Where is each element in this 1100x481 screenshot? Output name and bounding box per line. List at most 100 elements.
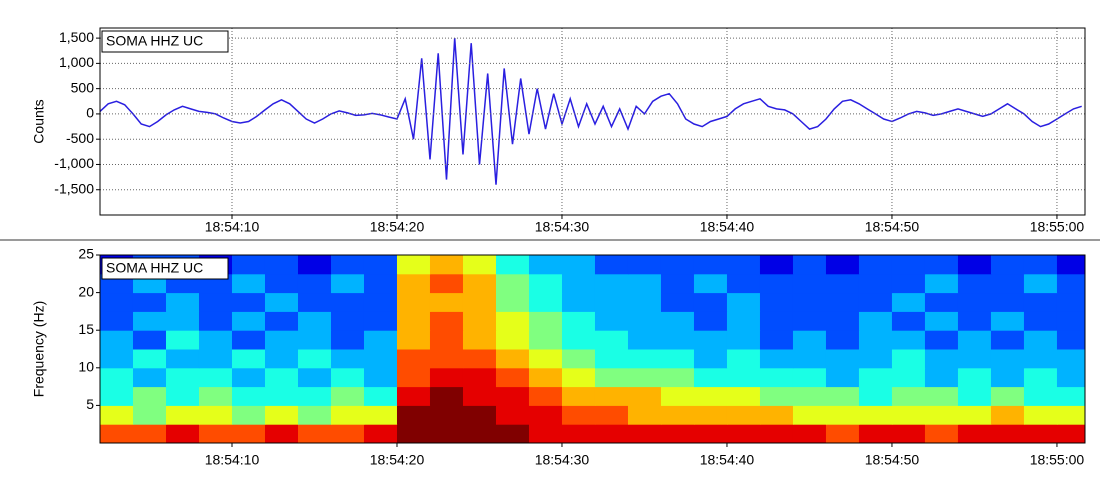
spectrogram-cell bbox=[462, 292, 497, 312]
spectrogram-cell bbox=[429, 311, 464, 331]
spectrogram-cell bbox=[561, 349, 596, 369]
spectrogram-cell bbox=[396, 255, 431, 275]
spectrogram-cell bbox=[528, 424, 563, 443]
y-tick-label: 0 bbox=[86, 105, 94, 121]
spectrogram-cell bbox=[396, 349, 431, 369]
spectrogram-cell bbox=[825, 273, 860, 294]
spectrogram-cell bbox=[1056, 330, 1085, 350]
spectrogram-cell bbox=[132, 330, 167, 350]
spectrogram-cell bbox=[198, 386, 233, 406]
spectrogram-cell bbox=[693, 367, 728, 388]
x-tick-label: 18:54:30 bbox=[535, 452, 590, 468]
spectrogram-cell bbox=[924, 330, 959, 350]
spectrogram-cell bbox=[1023, 311, 1058, 331]
spectrogram-cell bbox=[165, 311, 200, 331]
spectrogram-cell bbox=[330, 273, 365, 294]
spectrogram-cell bbox=[100, 405, 134, 425]
spectrogram-cell bbox=[1023, 386, 1058, 406]
spectrogram-cell bbox=[825, 349, 860, 369]
spectrogram-cell bbox=[1056, 292, 1085, 312]
spectrogram-cell bbox=[726, 367, 761, 388]
spectrogram-cell bbox=[495, 255, 530, 275]
spectrogram-cell bbox=[792, 349, 827, 369]
spectrogram-cell bbox=[792, 311, 827, 331]
spectrogram-cell bbox=[330, 292, 365, 312]
spectrogram-cell bbox=[660, 349, 695, 369]
spectrogram-cell bbox=[495, 273, 530, 294]
spectrogram-cell bbox=[462, 405, 497, 425]
spectrogram-cell bbox=[957, 367, 992, 388]
spectrogram-cell bbox=[990, 405, 1025, 425]
spectrogram-cell bbox=[1023, 349, 1058, 369]
spectrogram-cell bbox=[561, 311, 596, 331]
spectrogram-cell bbox=[100, 386, 134, 406]
spectrogram-cell bbox=[858, 273, 893, 294]
spectrogram-cell bbox=[858, 367, 893, 388]
spectrogram-cell bbox=[198, 349, 233, 369]
spectrogram-cell bbox=[429, 330, 464, 350]
spectrogram-cell bbox=[594, 405, 629, 425]
spectrogram-cell bbox=[528, 292, 563, 312]
spectrogram-cell bbox=[858, 424, 893, 443]
spectrogram-cell bbox=[594, 367, 629, 388]
spectrogram-cell bbox=[495, 311, 530, 331]
spectrogram-cell bbox=[726, 255, 761, 275]
spectrogram-cell bbox=[627, 405, 662, 425]
spectrogram-cell bbox=[231, 405, 266, 425]
spectrogram-cell bbox=[231, 255, 266, 275]
spectrogram-cell bbox=[132, 405, 167, 425]
spectrogram-cell bbox=[759, 311, 794, 331]
spectrogram-cell bbox=[957, 386, 992, 406]
spectrogram-cell bbox=[231, 292, 266, 312]
spectrogram-cell bbox=[363, 386, 398, 406]
spectrogram-cell bbox=[957, 311, 992, 331]
spectrogram-cell bbox=[330, 405, 365, 425]
spectrogram-cell bbox=[990, 330, 1025, 350]
spectrogram-cell bbox=[495, 386, 530, 406]
x-tick-label: 18:54:10 bbox=[205, 452, 260, 468]
spectrogram-cell bbox=[924, 292, 959, 312]
spectrogram-cell bbox=[891, 255, 926, 275]
spectrogram-cell bbox=[132, 349, 167, 369]
spectrogram-cell bbox=[759, 255, 794, 275]
spectrogram-cell bbox=[594, 424, 629, 443]
spectrogram-cell bbox=[1056, 255, 1085, 275]
spectrogram-cell bbox=[1056, 386, 1085, 406]
spectrogram-cell bbox=[990, 424, 1025, 443]
spectrogram-cell bbox=[627, 330, 662, 350]
spectrogram-cell bbox=[924, 367, 959, 388]
spectrogram-cell bbox=[132, 292, 167, 312]
spectrogram-cell bbox=[693, 349, 728, 369]
spectrogram-cell bbox=[198, 330, 233, 350]
spectrogram-cell bbox=[264, 349, 299, 369]
spectrogram-cell bbox=[924, 349, 959, 369]
spectrogram-cell bbox=[693, 255, 728, 275]
spectrogram-cell bbox=[396, 273, 431, 294]
plot-frame bbox=[99, 254, 1086, 444]
spectrogram-cell bbox=[1056, 367, 1085, 388]
spectrogram-cell bbox=[363, 273, 398, 294]
spectrogram-cell bbox=[297, 330, 332, 350]
spectrogram-cell bbox=[726, 273, 761, 294]
y-tick-label: 25 bbox=[78, 246, 94, 262]
spectrogram-cell bbox=[792, 367, 827, 388]
spectrogram-cell bbox=[759, 330, 794, 350]
spectrogram-cell bbox=[924, 386, 959, 406]
spectrogram-cell bbox=[792, 273, 827, 294]
spectrogram-cell bbox=[561, 292, 596, 312]
spectrogram-cell bbox=[1056, 349, 1085, 369]
spectrogram-cell bbox=[627, 386, 662, 406]
spectrogram-cell bbox=[957, 273, 992, 294]
spectrogram-cell bbox=[396, 424, 431, 443]
spectrogram-cell bbox=[231, 367, 266, 388]
spectrogram-cell bbox=[891, 367, 926, 388]
spectrogram-cell bbox=[924, 255, 959, 275]
spectrogram-cell bbox=[264, 255, 299, 275]
spectrogram-cell bbox=[594, 349, 629, 369]
spectrogram-cell bbox=[891, 405, 926, 425]
spectrogram-cell bbox=[198, 405, 233, 425]
spectrogram-cell bbox=[792, 330, 827, 350]
spectrogram-cell bbox=[330, 424, 365, 443]
spectrogram-cell bbox=[231, 424, 266, 443]
spectrogram-cell bbox=[693, 405, 728, 425]
